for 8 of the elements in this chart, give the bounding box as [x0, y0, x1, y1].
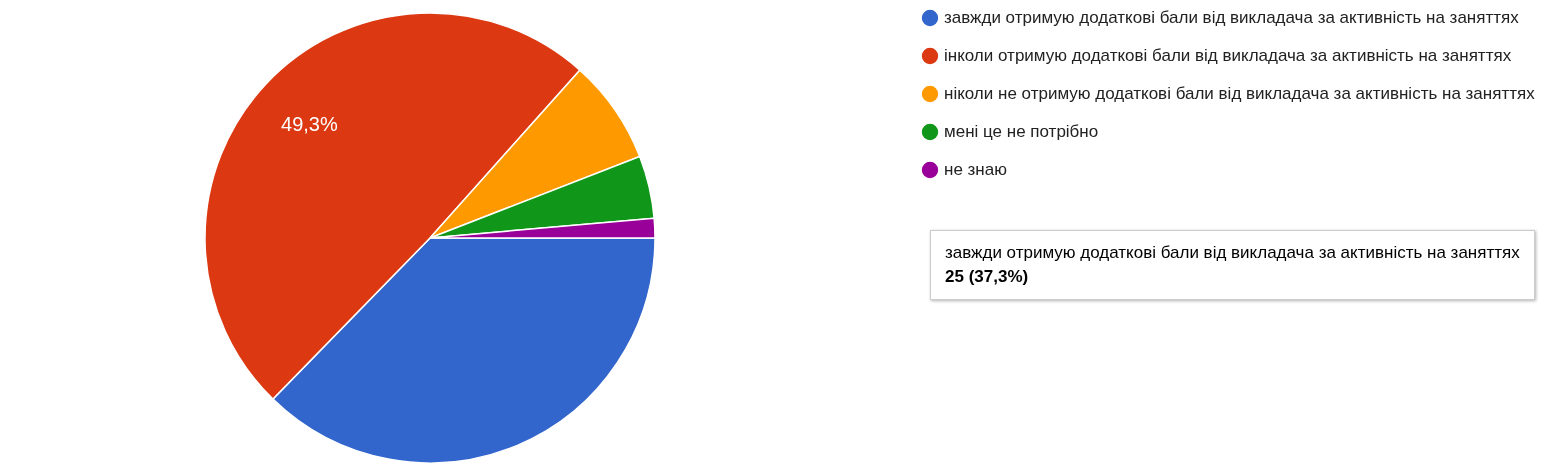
legend-label: ніколи не отримую додаткові бали від викладача за активність на заняттях: [944, 84, 1536, 103]
data-label: 49,3%: [281, 113, 338, 136]
legend-label: мені це не потрібно: [944, 122, 1099, 141]
text: завжди отримую додаткові бали від викладача за активність на заняттях: [945, 242, 1520, 264]
legend-label: не знаю: [944, 160, 1008, 179]
text: 25 (37,3%): [945, 265, 1030, 288]
legend-label: інколи отримую додаткові бали від викладача за активність на заняттях: [944, 46, 1512, 65]
legend-label: завжди отримую додаткові бали від викладача за активність на заняттях: [944, 8, 1520, 27]
